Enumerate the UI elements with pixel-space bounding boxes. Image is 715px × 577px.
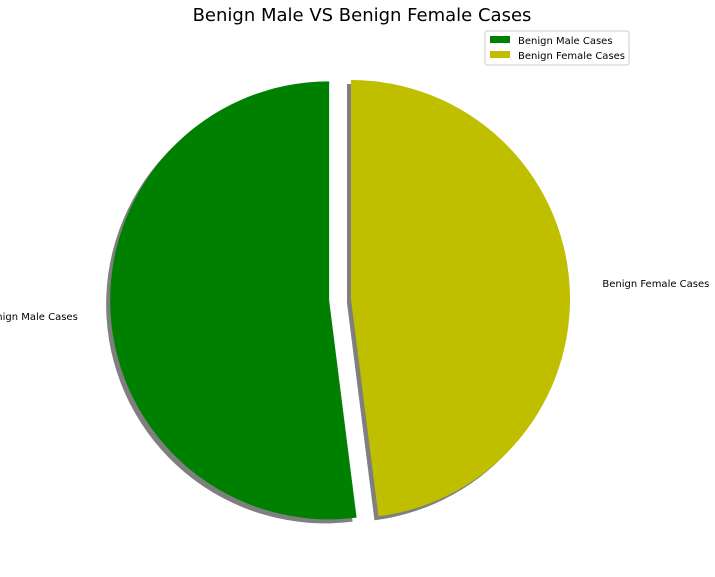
- legend-entry-male: Benign Male Cases: [518, 36, 613, 47]
- legend-entry-female: Benign Female Cases: [518, 51, 625, 62]
- pie-slice-male: [110, 81, 357, 520]
- slice-labels: Benign Male Cases Benign Female Cases: [0, 279, 709, 323]
- pie-slice-female: [351, 80, 570, 517]
- chart-title: Benign Male VS Benign Female Cases: [193, 5, 532, 26]
- legend: Benign Male Cases Benign Female Cases: [484, 30, 630, 66]
- slice-label-female: Benign Female Cases: [602, 279, 709, 290]
- legend-frame: [484, 30, 630, 66]
- legend-swatch-female: [490, 51, 510, 58]
- pie-slices: [110, 80, 570, 520]
- slice-label-male: Benign Male Cases: [0, 312, 78, 323]
- legend-swatch-male: [490, 36, 510, 43]
